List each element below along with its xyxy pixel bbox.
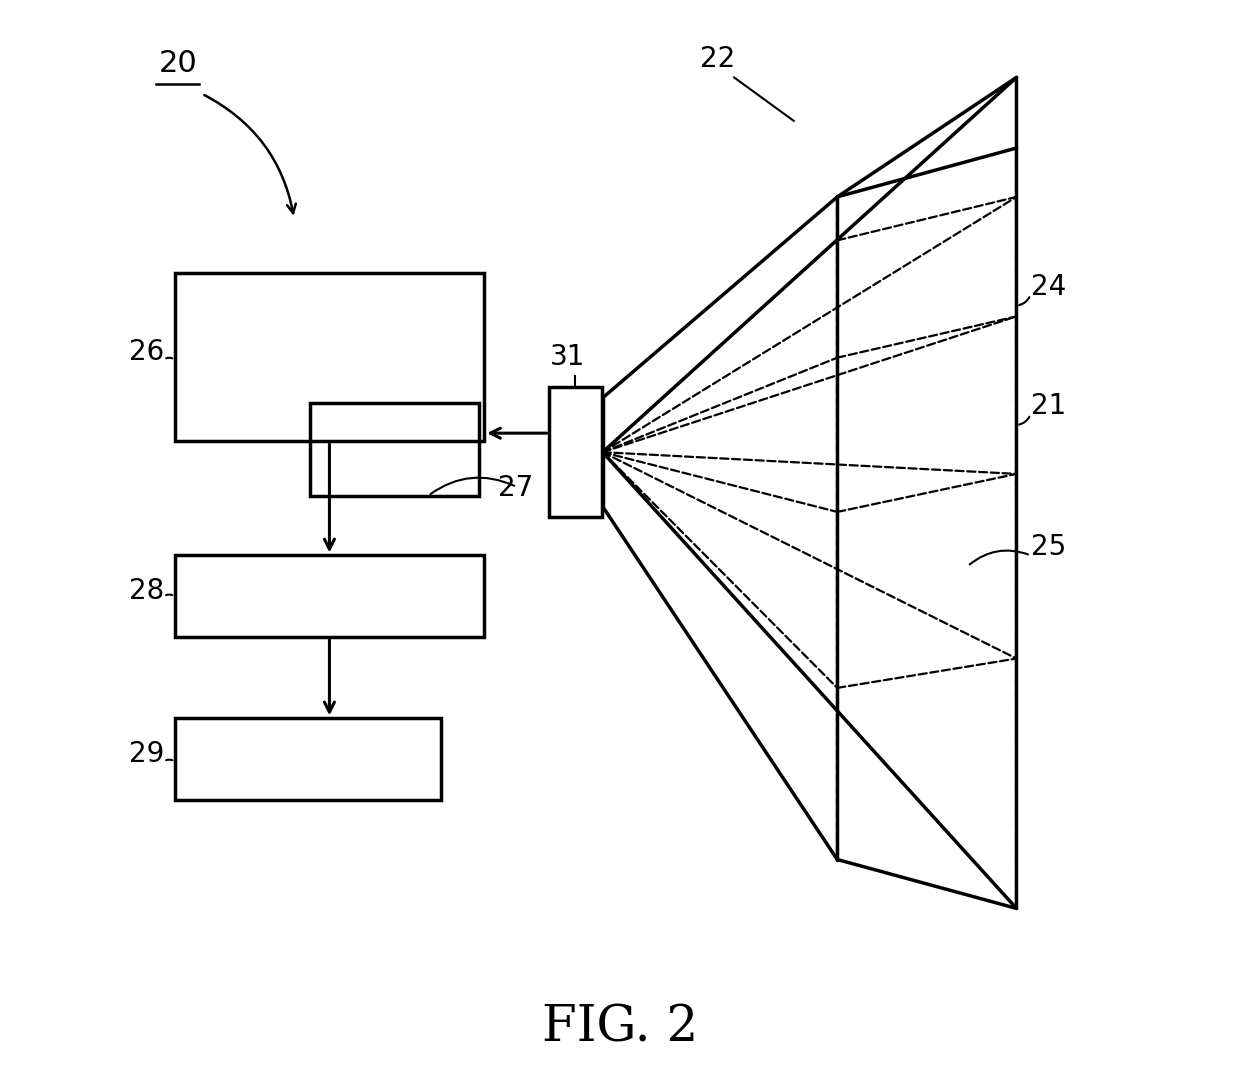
- Bar: [175, 273, 485, 441]
- Text: 24: 24: [1030, 272, 1066, 301]
- Text: 22: 22: [701, 45, 735, 73]
- Text: 27: 27: [498, 474, 533, 502]
- Text: 31: 31: [551, 343, 585, 371]
- Bar: [175, 555, 485, 637]
- Text: 20: 20: [159, 49, 197, 78]
- Text: FIG. 2: FIG. 2: [542, 1003, 698, 1053]
- Text: 26: 26: [129, 338, 164, 366]
- Text: 21: 21: [1030, 392, 1066, 420]
- Bar: [175, 719, 440, 799]
- Text: 29: 29: [129, 739, 165, 768]
- Bar: [549, 387, 601, 517]
- Text: 25: 25: [1030, 534, 1066, 561]
- Text: 28: 28: [129, 577, 164, 604]
- Bar: [310, 403, 479, 495]
